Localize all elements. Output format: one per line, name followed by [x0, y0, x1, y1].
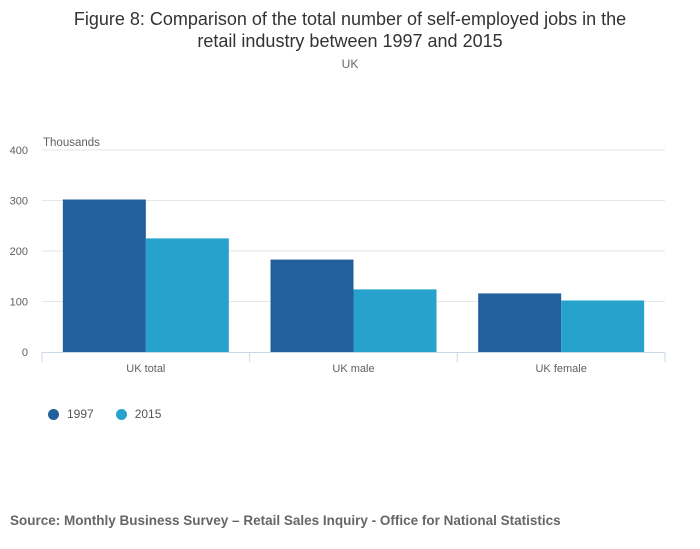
bar-uk-male-2015 [353, 289, 437, 352]
chart-legend: 1997 2015 [48, 407, 183, 421]
source-note: Source: Monthly Business Survey – Retail… [10, 513, 561, 528]
legend-item-series-1[interactable]: 1997 [48, 407, 94, 421]
chart-title-line-2: retail industry between 1997 and 2015 [197, 31, 503, 51]
legend-item-series-2[interactable]: 2015 [115, 407, 162, 421]
legend-marker-series-2 [115, 408, 127, 420]
x-tick-label-uk-total: UK total [126, 363, 165, 375]
legend-marker-series-1 [48, 408, 59, 420]
chart-title: Figure 8: Comparison of the total number… [0, 8, 700, 52]
y-tick-label-100: 100 [10, 297, 28, 309]
chart-subtitle: UK [341, 57, 359, 71]
y-axis-label: Thousands [43, 137, 100, 149]
bar-uk-total-2015 [145, 238, 229, 352]
y-tick-label-400: 400 [10, 145, 28, 157]
x-tick-label-uk-female: UK female [535, 363, 586, 375]
legend-label-series-2: 2015 [134, 407, 162, 421]
x-tick-label-uk-male: UK male [332, 363, 374, 375]
y-tick-label-300: 300 [10, 196, 28, 208]
y-tick-label-0: 0 [22, 347, 28, 359]
y-tick-label-200: 200 [10, 246, 28, 258]
bar-uk-female-1997 [478, 293, 562, 352]
bar-uk-total-1997 [62, 199, 146, 352]
bar-uk-male-1997 [270, 259, 354, 352]
bar-uk-female-2015 [561, 300, 645, 352]
legend-label-series-1: 1997 [67, 407, 94, 421]
chart-title-line-1: Figure 8: Comparison of the total number… [73, 9, 627, 29]
